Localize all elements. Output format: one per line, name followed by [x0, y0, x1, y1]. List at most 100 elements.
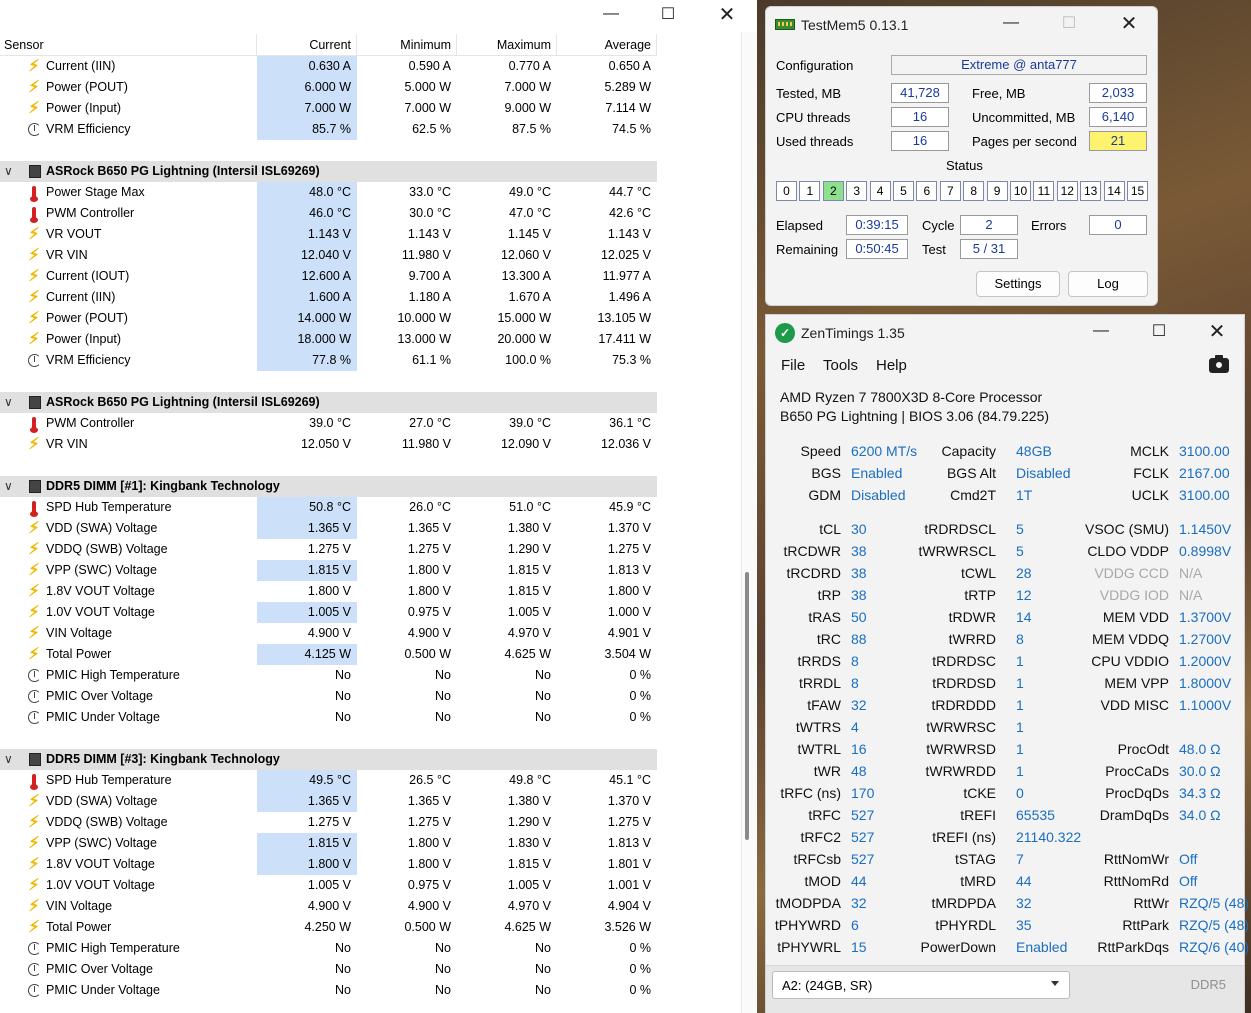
chevron-down-icon[interactable]: ∨: [4, 752, 13, 766]
col-sensor[interactable]: Sensor: [4, 38, 44, 52]
sensor-row[interactable]: SPD Hub Temperature 50.8 °C 26.0 °C 51.0 °C…: [0, 497, 657, 518]
sensor-current: No: [335, 668, 351, 682]
sensor-row[interactable]: PWM Controller 39.0 °C 27.0 °C 39.0 °C 36.1 …: [0, 413, 657, 434]
sensor-row[interactable]: SPD Hub Temperature 49.5 °C 26.5 °C 49.8 °C…: [0, 770, 657, 791]
timing-value: 1.1000V: [1179, 697, 1232, 713]
menu-file[interactable]: File: [781, 357, 806, 374]
sensor-row[interactable]: ⚡︎ Power (POUT) 6.000 W 5.000 W 7.000 W 5.289…: [0, 77, 657, 98]
current-highlight: [257, 119, 357, 140]
sensor-row[interactable]: ⚡︎ Total Power 4.125 W 0.500 W 4.625 W 3.504 …: [0, 644, 657, 665]
test-value: 5 / 31: [960, 239, 1018, 259]
sensor-name: PWM Controller: [46, 206, 135, 220]
scrollbar-thumb[interactable]: [745, 572, 749, 840]
group-name: ASRock B650 PG Lightning (Intersil ISL69…: [46, 164, 320, 178]
sensor-row[interactable]: PMIC Under Voltage No No No 0 %: [0, 980, 657, 1001]
timing-value: 4: [851, 719, 859, 735]
sensor-row[interactable]: PWM Controller 46.0 °C 30.0 °C 47.0 °C 42.6 …: [0, 203, 657, 224]
col-maximum[interactable]: Maximum: [496, 38, 551, 52]
sensor-maximum: 20.000 W: [497, 332, 551, 346]
sensor-row[interactable]: ⚡︎ Current (IIN) 0.630 A 0.590 A 0.770 A 0.65…: [0, 56, 657, 77]
camera-icon[interactable]: [1209, 355, 1229, 373]
sensor-row[interactable]: VRM Efficiency 85.7 % 62.5 % 87.5 % 74.5 %: [0, 119, 657, 140]
configuration-value[interactable]: Extreme @ anta777: [891, 55, 1147, 75]
dimm-select[interactable]: A2: (24GB, SR): [772, 971, 1070, 999]
sensor-current: 77.8 %: [312, 353, 351, 367]
timing-value: 12: [1016, 587, 1032, 603]
sensor-row[interactable]: ⚡︎ VIN Voltage 4.900 V 4.900 V 4.970 V 4.901 …: [0, 623, 657, 644]
sensor-row[interactable]: Power Stage Max 48.0 °C 33.0 °C 49.0 °C 44.7…: [0, 182, 657, 203]
sensor-group-header[interactable]: ∨ DDR5 DIMM [#3]: Kingbank Technology: [0, 749, 657, 770]
sensor-row[interactable]: ⚡︎ VR VOUT 1.143 V 1.143 V 1.145 V 1.143 V: [0, 224, 657, 245]
sensor-average: 0 %: [629, 710, 651, 724]
sensor-row[interactable]: ⚡︎ Current (IIN) 1.600 A 1.180 A 1.670 A 1.49…: [0, 287, 657, 308]
sensor-group-header[interactable]: ∨ ASRock B650 PG Lightning (Intersil ISL6…: [0, 392, 657, 413]
sensor-row[interactable]: ⚡︎ VDD (SWA) Voltage 1.365 V 1.365 V 1.380 V…: [0, 518, 657, 539]
timing-value: 34.3 Ω: [1179, 785, 1221, 801]
sensor-name: Power (POUT): [46, 80, 128, 94]
cpu-threads-label: CPU threads: [776, 110, 851, 125]
sensor-row[interactable]: ⚡︎ Power (Input) 18.000 W 13.000 W 20.000 W 1…: [0, 329, 657, 350]
chip-icon: [29, 753, 41, 766]
vertical-scrollbar[interactable]: [741, 32, 757, 1013]
sensor-average: 1.813 V: [607, 563, 651, 577]
timing-value: Enabled: [851, 465, 903, 481]
sensor-row[interactable]: PMIC Over Voltage No No No 0 %: [0, 959, 657, 980]
col-current[interactable]: Current: [309, 38, 351, 52]
col-minimum[interactable]: Minimum: [400, 38, 451, 52]
sensor-maximum: 1.670 A: [508, 290, 551, 304]
sensor-row[interactable]: ⚡︎ VR VIN 12.040 V 11.980 V 12.060 V 12.025 V: [0, 245, 657, 266]
maximize-button[interactable]: ☐: [1151, 323, 1167, 340]
chevron-down-icon[interactable]: ∨: [4, 164, 13, 178]
close-button[interactable]: ✕: [718, 3, 736, 26]
sensor-row[interactable]: ⚡︎ Total Power 4.250 W 0.500 W 4.625 W 3.526 …: [0, 917, 657, 938]
sensor-group-header[interactable]: ∨ ASRock B650 PG Lightning (Intersil ISL6…: [0, 161, 657, 182]
sensor-row[interactable]: ⚡︎ Current (IOUT) 12.600 A 9.700 A 13.300 A 1…: [0, 266, 657, 287]
sensor-row[interactable]: ⚡︎ 1.8V VOUT Voltage 1.800 V 1.800 V 1.815 V…: [0, 581, 657, 602]
chevron-down-icon[interactable]: ∨: [4, 395, 13, 409]
sensor-row[interactable]: ⚡︎ VR VIN 12.050 V 11.980 V 12.090 V 12.036 V: [0, 434, 657, 455]
sensor-current: 50.8 °C: [309, 500, 351, 514]
sensor-row[interactable]: VRM Efficiency 77.8 % 61.1 % 100.0 % 75.3 %: [0, 350, 657, 371]
sensor-row[interactable]: ⚡︎ VIN Voltage 4.900 V 4.900 V 4.970 V 4.904 …: [0, 896, 657, 917]
timing-label: tRP: [817, 587, 841, 603]
sensor-row[interactable]: ⚡︎ VPP (SWC) Voltage 1.815 V 1.800 V 1.830 V…: [0, 833, 657, 854]
sensor-row[interactable]: ⚡︎ VDD (SWA) Voltage 1.365 V 1.365 V 1.380 V…: [0, 791, 657, 812]
sensor-row[interactable]: ⚡︎ Power (POUT) 14.000 W 10.000 W 15.000 W 13…: [0, 308, 657, 329]
close-button[interactable]: ✕: [1120, 12, 1138, 35]
log-button[interactable]: Log: [1068, 271, 1148, 297]
menu-tools[interactable]: Tools: [823, 357, 859, 374]
testmem-title: TestMem5 0.13.1: [801, 17, 909, 33]
uncommitted-label: Uncommitted, MB: [972, 110, 1076, 125]
timing-label: tRFC (ns): [780, 785, 841, 801]
sensor-row[interactable]: ⚡︎ VPP (SWC) Voltage 1.815 V 1.800 V 1.815 V…: [0, 560, 657, 581]
sensor-maximum: 1.830 V: [507, 836, 551, 850]
sensor-row[interactable]: PMIC High Temperature No No No 0 %: [0, 938, 657, 959]
sensor-row[interactable]: PMIC Under Voltage No No No 0 %: [0, 707, 657, 728]
chevron-down-icon[interactable]: ∨: [4, 479, 13, 493]
sensor-average: 0 %: [629, 689, 651, 703]
minimize-button[interactable]: —: [1003, 14, 1019, 31]
sensor-row[interactable]: ⚡︎ 1.0V VOUT Voltage 1.005 V 0.975 V 1.005 V…: [0, 602, 657, 623]
sensor-average: 3.526 W: [604, 920, 651, 934]
timing-value: 14: [1016, 609, 1032, 625]
timing-value: 170: [851, 785, 875, 801]
sensor-row[interactable]: ⚡︎ Power (Input) 7.000 W 7.000 W 9.000 W 7.11…: [0, 98, 657, 119]
sensor-row[interactable]: ⚡︎ VDDQ (SWB) Voltage 1.275 V 1.275 V 1.290 …: [0, 539, 657, 560]
sensor-row[interactable]: ⚡︎ 1.8V VOUT Voltage 1.800 V 1.800 V 1.815 V…: [0, 854, 657, 875]
elapsed-value: 0:39:15: [846, 215, 908, 235]
settings-button[interactable]: Settings: [976, 271, 1060, 297]
sensor-row[interactable]: ⚡︎ VDDQ (SWB) Voltage 1.275 V 1.275 V 1.290 …: [0, 812, 657, 833]
sensor-row[interactable]: ⚡︎ 1.0V VOUT Voltage 1.005 V 0.975 V 1.005 V…: [0, 875, 657, 896]
col-average[interactable]: Average: [604, 38, 651, 52]
minimize-button[interactable]: —: [603, 5, 619, 22]
maximize-button[interactable]: ☐: [660, 6, 676, 23]
group-name: ASRock B650 PG Lightning (Intersil ISL69…: [46, 395, 320, 409]
sensor-minimum: 0.975 V: [407, 605, 451, 619]
sensor-group-header[interactable]: ∨ DDR5 DIMM [#1]: Kingbank Technology: [0, 476, 657, 497]
minimize-button[interactable]: —: [1093, 322, 1109, 339]
close-button[interactable]: ✕: [1208, 320, 1226, 343]
sensor-row[interactable]: PMIC Over Voltage No No No 0 %: [0, 686, 657, 707]
timing-label: RttNomWr: [1103, 851, 1169, 867]
menu-help[interactable]: Help: [876, 357, 907, 374]
sensor-row[interactable]: PMIC High Temperature No No No 0 %: [0, 665, 657, 686]
